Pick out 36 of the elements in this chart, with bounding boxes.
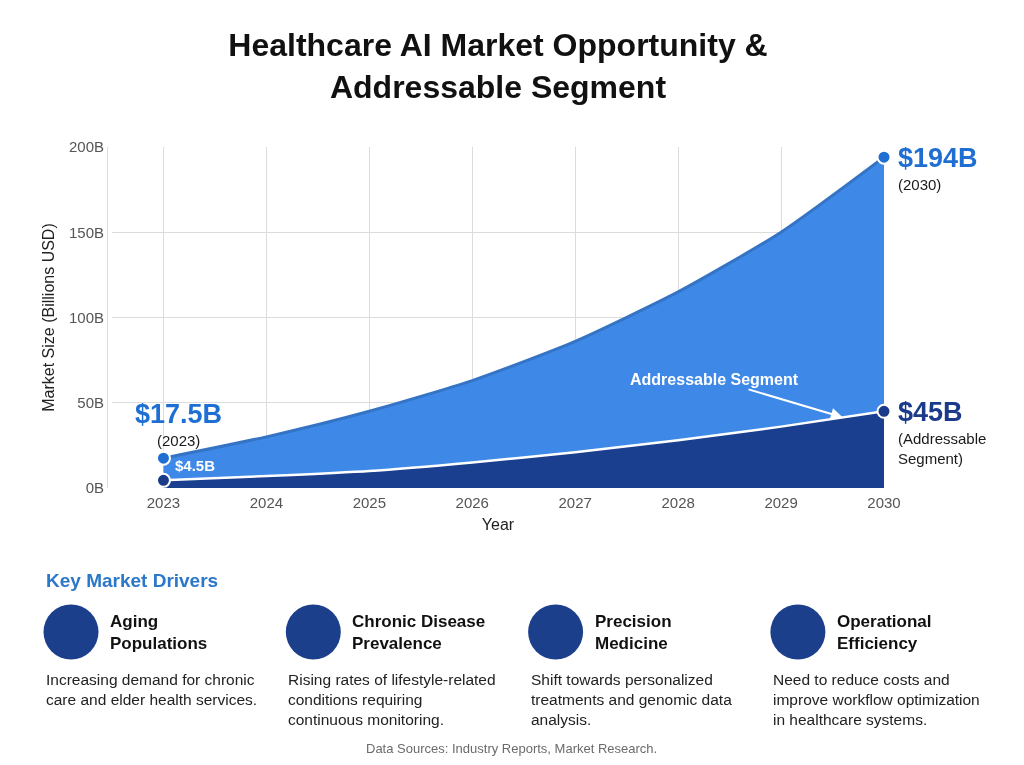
data-label: $45B: [898, 397, 963, 427]
y-tick-label: 50B: [77, 394, 104, 411]
text: Chronic Disease Prevalence: [352, 612, 486, 654]
annotation: (2030): [898, 176, 942, 193]
x-tick-label: 2026: [455, 494, 489, 511]
x-tick-label: 2030: [867, 494, 901, 511]
text: Operational Efficiency: [837, 612, 932, 654]
y-tick-label: 0B: [85, 479, 104, 497]
text: Shift towards personalized treatments and genomic data analysis.: [531, 671, 733, 729]
text: Key Market Drivers: [46, 570, 219, 591]
annotation: Addressable Segment: [630, 371, 799, 388]
x-tick-label: 2027: [558, 494, 592, 511]
point: [876, 149, 892, 165]
data-label: $194B: [898, 143, 978, 173]
data-label: $17.5B: [135, 399, 223, 429]
text: Rising rates of lifestyle-related conditions requiring continuous monitoring.: [288, 671, 496, 729]
x-tick-label: 2029: [764, 494, 798, 511]
y-axis-title: Market Size (Billions USD): [39, 223, 57, 412]
text: Aging Populations: [110, 612, 208, 654]
x-tick-label: 2028: [661, 494, 695, 511]
x-tick-label: 2023: [146, 494, 181, 511]
point: [876, 403, 892, 419]
y-tick-label: 200B: [68, 138, 104, 156]
annotation: (Addressable Segment): [898, 430, 987, 467]
x-tick-label: 2024: [249, 494, 284, 511]
text: Need to reduce costs and improve workflow optimization in healthcare systems.: [773, 671, 980, 729]
data-label: $4.5B: [175, 457, 216, 474]
x-tick-label: 2025: [352, 494, 387, 511]
chart-title: Healthcare AI Market Opportunity & Addressable Segment: [228, 27, 768, 105]
annotation: (2023): [157, 432, 201, 449]
text: Data Sources: Industry Reports, Market Research.: [366, 741, 658, 756]
text: Increasing demand for chronic care and elder health services.: [46, 671, 258, 709]
y-tick-label: 150B: [68, 223, 104, 241]
x-axis-title: Year: [481, 515, 515, 533]
text: Precision Medicine: [595, 612, 672, 654]
y-tick-label: 100B: [68, 308, 104, 326]
